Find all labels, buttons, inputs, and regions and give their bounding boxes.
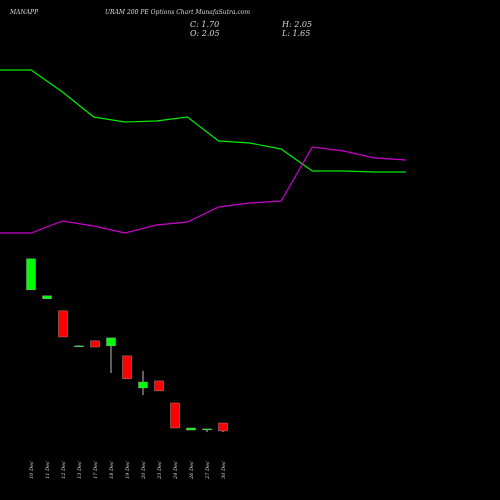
high-label: H: 2.05 [281, 20, 312, 29]
chart-subtitle: URAM 200 PE Options Chart MunafaSutra.co… [105, 9, 250, 16]
candle-body [154, 380, 164, 392]
candle-body [186, 427, 196, 431]
candle-body [138, 381, 148, 389]
candle-body [202, 428, 212, 431]
candle-body [74, 345, 84, 348]
close-label: C: 1.70 [190, 20, 219, 29]
line-series [0, 69, 406, 173]
x-tick-label: 12 Dec [61, 461, 67, 479]
chart-title: MANAPP [9, 9, 39, 16]
candle-body [26, 258, 36, 291]
candle-body [58, 310, 68, 338]
x-tick-label: 11 Dec [45, 461, 51, 479]
open-label: O: 2.05 [190, 29, 220, 38]
low-label: L: 1.65 [281, 29, 310, 38]
candle-body [218, 422, 228, 432]
candle-body [42, 295, 52, 299]
x-tick-label: 17 Dec [93, 461, 99, 479]
x-tick-label: 19 Dec [125, 461, 131, 479]
x-tick-label: 13 Dec [77, 461, 83, 479]
candle-body [90, 340, 100, 348]
x-tick-label: 23 Dec [157, 461, 163, 480]
x-tick-label: 26 Dec [189, 461, 195, 480]
x-tick-label: 18 Dec [109, 461, 115, 479]
x-tick-label: 30 Dec [221, 461, 227, 479]
x-tick-label: 24 Dec [173, 461, 179, 480]
candle-body [106, 337, 116, 347]
line-series [0, 146, 407, 234]
candle-body [122, 355, 132, 380]
x-tick-label: 27 Dec [205, 461, 211, 480]
x-tick-label: 20 Dec [141, 461, 147, 480]
x-tick-label: 10 Dec [29, 461, 35, 479]
candle-body [170, 402, 180, 429]
